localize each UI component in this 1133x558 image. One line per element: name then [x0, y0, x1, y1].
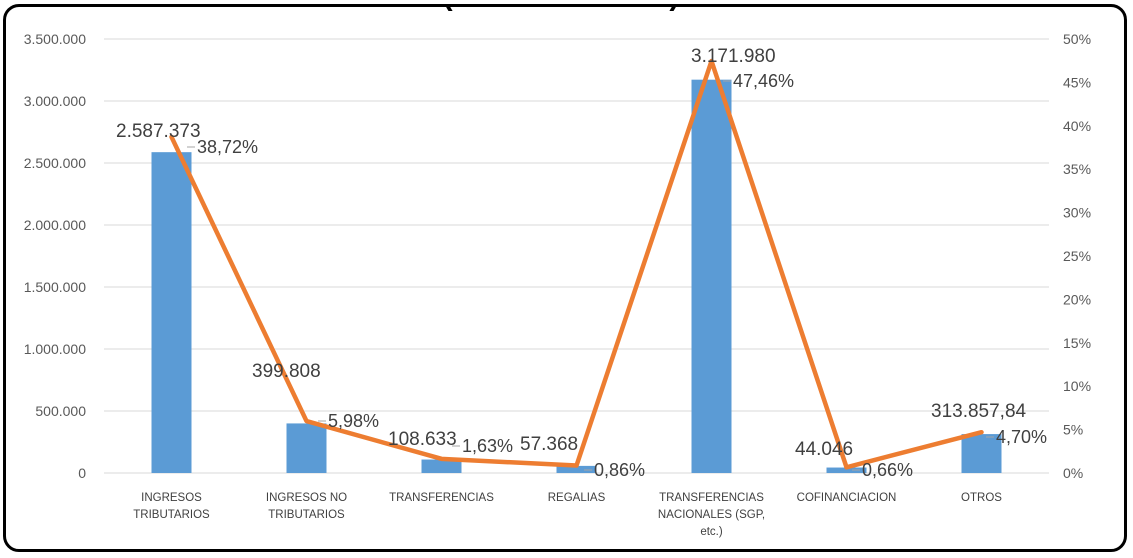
bar: [691, 79, 732, 474]
line-value-label: 38,72%: [197, 137, 258, 157]
line-point: [845, 465, 848, 469]
gridlines: [104, 38, 1049, 474]
bar-value-label: 313.857,84: [931, 401, 1027, 422]
line-value-label: 4,70%: [996, 427, 1047, 447]
right-tick-label: 10%: [1063, 378, 1091, 394]
category-label: TRANSFERENCIAS: [389, 492, 494, 504]
line-point: [305, 419, 308, 423]
left-axis: 0 500.000 1.000.000 1.500.000 2.000.000 2.500…: [24, 31, 87, 481]
line-value-label: 0,86%: [594, 460, 645, 480]
category-label: INGRESOS TRIBUTARIOS: [133, 492, 210, 521]
left-tick-label: 1.000.000: [24, 341, 86, 357]
chart-title: ( ): [443, 7, 680, 12]
category-label: INGRESOS NO TRIBUTARIOS: [266, 492, 347, 521]
right-tick-label: 25%: [1063, 248, 1091, 264]
bar-value-label: 44.046: [795, 439, 853, 460]
left-tick-label: 500.000: [35, 403, 86, 419]
line-value-label: 1,63%: [462, 436, 513, 456]
bar: [556, 465, 597, 473]
bar-value-label: 2.587.373: [116, 121, 201, 142]
line-value-label: 0,66%: [862, 460, 913, 480]
bar: [286, 423, 327, 473]
line-point: [980, 430, 983, 434]
right-tick-label: 0%: [1063, 465, 1083, 481]
bar-value-label: 3.171.980: [691, 46, 776, 67]
line-point: [710, 59, 713, 63]
combo-chart: ( ) 2.587.373 399.808 108.633 57.368 3.171.9…: [24, 7, 1091, 538]
data-labels: 2.587.373 399.808 108.633 57.368 3.171.980 44…: [116, 46, 1047, 480]
right-tick-label: 50%: [1063, 31, 1091, 47]
bar: [421, 459, 462, 473]
line-value-label: 47,46%: [733, 71, 794, 91]
left-tick-label: 2.000.000: [24, 217, 86, 233]
line-point: [575, 464, 578, 468]
bar-series: [151, 79, 1002, 474]
bar: [826, 467, 867, 473]
left-tick-label: 3.500.000: [24, 31, 86, 47]
bar-value-label: 399.808: [252, 361, 321, 382]
bar-value-label: 108.633: [388, 429, 457, 450]
line-point: [440, 457, 443, 461]
line-value-label: 5,98%: [328, 411, 379, 431]
left-tick-label: 2.500.000: [24, 155, 86, 171]
category-label: TRANSFERENCIAS NACIONALES (SGP, etc.): [658, 492, 765, 538]
bar: [961, 434, 1002, 473]
line-path: [169, 58, 984, 470]
right-tick-label: 45%: [1063, 74, 1091, 90]
left-tick-label: 0: [78, 465, 86, 481]
left-tick-label: 3.000.000: [24, 93, 86, 109]
chart-frame: ( ) 2.587.373 399.808 108.633 57.368 3.171.9…: [3, 4, 1127, 552]
bar-value-label: 57.368: [520, 434, 578, 455]
right-axis: 0% 5% 10% 15% 20% 25% 30% 35% 40% 45% 50%: [1063, 31, 1091, 481]
right-tick-label: 35%: [1063, 161, 1091, 177]
right-tick-label: 30%: [1063, 205, 1091, 221]
line-series: [169, 58, 984, 470]
category-label: COFINANCIACION: [797, 492, 897, 504]
category-axis: INGRESOS TRIBUTARIOS INGRESOS NO TRIBUTARIO…: [133, 492, 1002, 538]
category-label: OTROS: [961, 492, 1002, 504]
right-tick-label: 40%: [1063, 118, 1091, 134]
left-tick-label: 1.500.000: [24, 279, 86, 295]
right-tick-label: 5%: [1063, 422, 1083, 438]
bar: [151, 152, 192, 473]
right-tick-label: 20%: [1063, 291, 1091, 307]
line-point: [170, 135, 173, 139]
category-label: REGALIAS: [548, 492, 606, 504]
right-tick-label: 15%: [1063, 335, 1091, 351]
